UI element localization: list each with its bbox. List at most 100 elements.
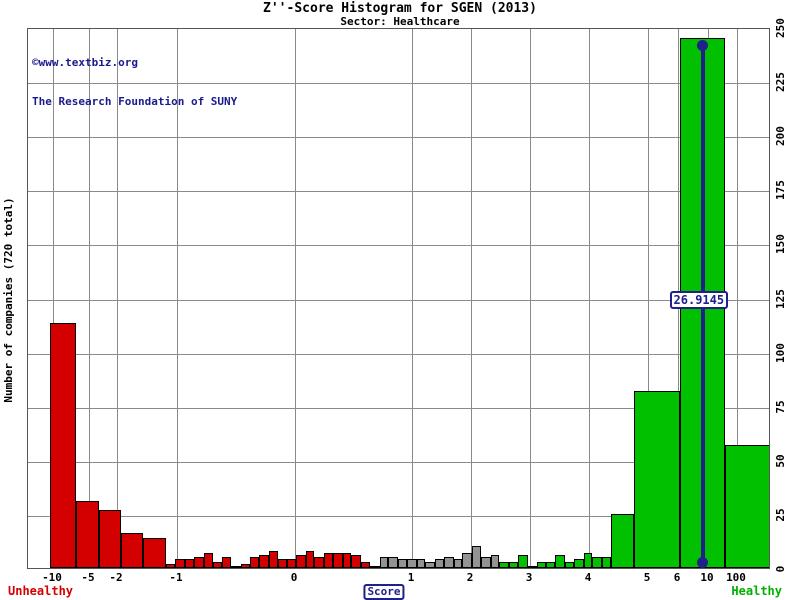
histogram-bar [537, 561, 546, 568]
histogram-bar [490, 555, 500, 568]
y-tick-label: 25 [774, 508, 787, 522]
histogram-bar [416, 559, 426, 568]
histogram-bar [323, 552, 334, 568]
y-tick-label: 0 [774, 565, 787, 573]
histogram-bar [212, 561, 223, 568]
x-tick-label: -5 [81, 571, 95, 584]
histogram-bar [425, 561, 435, 568]
y-tick-label: 175 [774, 180, 787, 201]
healthy-label: Healthy [731, 584, 782, 598]
histogram-bar [555, 555, 565, 568]
histogram-bar [342, 552, 352, 568]
watermark-line-1: ©www.textbiz.org [32, 56, 138, 69]
y-tick-label: 125 [774, 288, 787, 309]
y-tick-label: 250 [774, 18, 787, 38]
gridline-horizontal [28, 245, 769, 247]
marker-dot-top [697, 39, 709, 51]
histogram-bar [462, 552, 472, 568]
x-tick-label: -1 [169, 571, 183, 584]
gridline-horizontal [28, 137, 769, 139]
histogram-bar [165, 563, 176, 568]
gridline-vertical [412, 29, 413, 568]
gridline-vertical [737, 29, 738, 568]
y-tick-label: 225 [774, 72, 787, 93]
gridline-vertical [530, 29, 531, 568]
x-tick-label: 4 [584, 571, 592, 584]
plot-area: 26.9145 [27, 28, 770, 569]
gridline-vertical [89, 29, 90, 568]
histogram-bar [453, 559, 463, 568]
histogram-bar [231, 565, 241, 568]
watermark-line-2: The Research Foundation of SUNY [32, 95, 238, 108]
histogram-bar [545, 561, 556, 568]
gridline-vertical [177, 29, 178, 568]
histogram-bar [634, 390, 680, 568]
histogram-bar [98, 509, 121, 568]
y-tick-label: 100 [774, 342, 787, 363]
histogram-bar [120, 533, 143, 568]
histogram-bar [50, 323, 76, 568]
histogram-bar [481, 557, 491, 568]
histogram-bar [564, 561, 575, 568]
x-tick-label: 1 [407, 571, 415, 584]
histogram-bar [268, 550, 278, 568]
histogram-bar [527, 565, 538, 568]
histogram-bar [222, 557, 232, 568]
histogram-bar [259, 555, 269, 568]
gridline-horizontal [28, 83, 769, 85]
marker-dot-bottom [697, 556, 709, 568]
x-tick-label: 3 [525, 571, 533, 584]
histogram-bar [333, 552, 343, 568]
histogram-bar [518, 555, 528, 568]
histogram-bar [574, 559, 584, 568]
gridline-vertical [589, 29, 590, 568]
histogram-bar [444, 557, 454, 568]
histogram-bar [286, 559, 297, 568]
histogram-bar [314, 557, 324, 568]
histogram-bar [277, 559, 287, 568]
gridline-vertical [53, 29, 54, 568]
gridline-horizontal [28, 461, 769, 463]
histogram-bar [601, 557, 612, 568]
x-tick-label: -2 [109, 571, 123, 584]
histogram-bar [240, 563, 250, 568]
histogram-bar [175, 559, 185, 568]
histogram-bar [76, 500, 99, 568]
chart-title: Z''-Score Histogram for SGEN (2013) [263, 1, 537, 16]
histogram-bar [499, 561, 509, 568]
histogram-bar [508, 561, 519, 568]
gridline-vertical [471, 29, 472, 568]
histogram-bar [388, 557, 398, 568]
x-tick-label: 6 [673, 571, 681, 584]
x-tick-label: -10 [42, 571, 62, 584]
watermark: ©www.textbiz.org The Research Foundation… [32, 30, 237, 134]
histogram-bar [351, 555, 361, 568]
gridline-horizontal [28, 407, 769, 409]
histogram-bar [725, 444, 769, 568]
histogram-bar [583, 552, 593, 568]
x-tick-label: 0 [290, 571, 298, 584]
gridline-horizontal [28, 191, 769, 193]
y-tick-label: 200 [774, 126, 787, 147]
marker-value-label: 26.9145 [669, 290, 729, 309]
histogram-bar [296, 555, 306, 568]
gridline-vertical [648, 29, 649, 568]
x-axis-label: Score [363, 584, 405, 600]
histogram-bar [611, 513, 635, 568]
x-tick-label: 100 [726, 571, 746, 584]
histogram-bar [434, 559, 445, 568]
histogram-bar [203, 552, 213, 568]
gridline-horizontal [28, 299, 769, 301]
histogram-bar [397, 559, 408, 568]
gridline-vertical [295, 29, 296, 568]
histogram-bar [184, 559, 195, 568]
x-tick-label: 2 [466, 571, 474, 584]
y-tick-label: 75 [774, 400, 787, 414]
histogram-bar [370, 565, 380, 568]
histogram-bar [249, 557, 260, 568]
chart-subtitle: Sector: Healthcare [340, 15, 460, 28]
y-axis-label: Number of companies (720 total) [2, 197, 15, 403]
histogram-bar [592, 557, 602, 568]
gridline-horizontal [28, 515, 769, 517]
